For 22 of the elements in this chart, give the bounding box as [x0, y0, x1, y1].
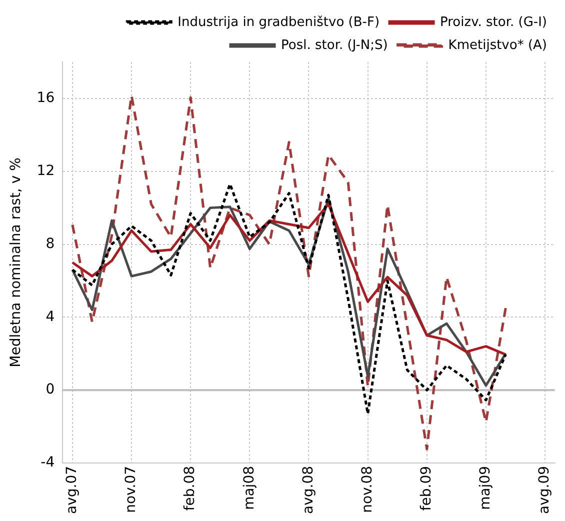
y-tick-label: 12: [36, 163, 55, 179]
y-tick-label: -4: [40, 454, 55, 471]
x-tick-label: feb.08: [182, 466, 198, 511]
legend-label: Proizv. stor. (G-I): [440, 14, 548, 30]
x-tick-label: avg.07: [64, 466, 80, 514]
y-axis-title: Medletna nominalna rast, v %: [8, 158, 24, 368]
x-tick-label: nov.07: [123, 466, 140, 513]
legend-label: Posl. stor. (J-N;S): [281, 38, 388, 53]
legend-label: Kmetijstvo* (A): [448, 38, 548, 53]
line-series: [71, 182, 507, 416]
x-tick-label: maj08: [241, 466, 258, 510]
x-tick-label: avg.08: [300, 466, 316, 514]
x-tick-label: nov.08: [359, 466, 376, 513]
x-tick-label: maj09: [478, 466, 494, 510]
x-tick-label: feb.09: [418, 466, 435, 511]
y-tick-label: 0: [46, 382, 55, 398]
y-tick-label: 16: [36, 90, 55, 106]
y-tick-label: 8: [46, 236, 55, 252]
legend-label: Industrija in gradbeništvo (B-F): [178, 14, 380, 30]
x-tick-label: avg.09: [536, 466, 553, 514]
line-series: [71, 94, 507, 450]
y-tick-label: 4: [46, 308, 55, 325]
